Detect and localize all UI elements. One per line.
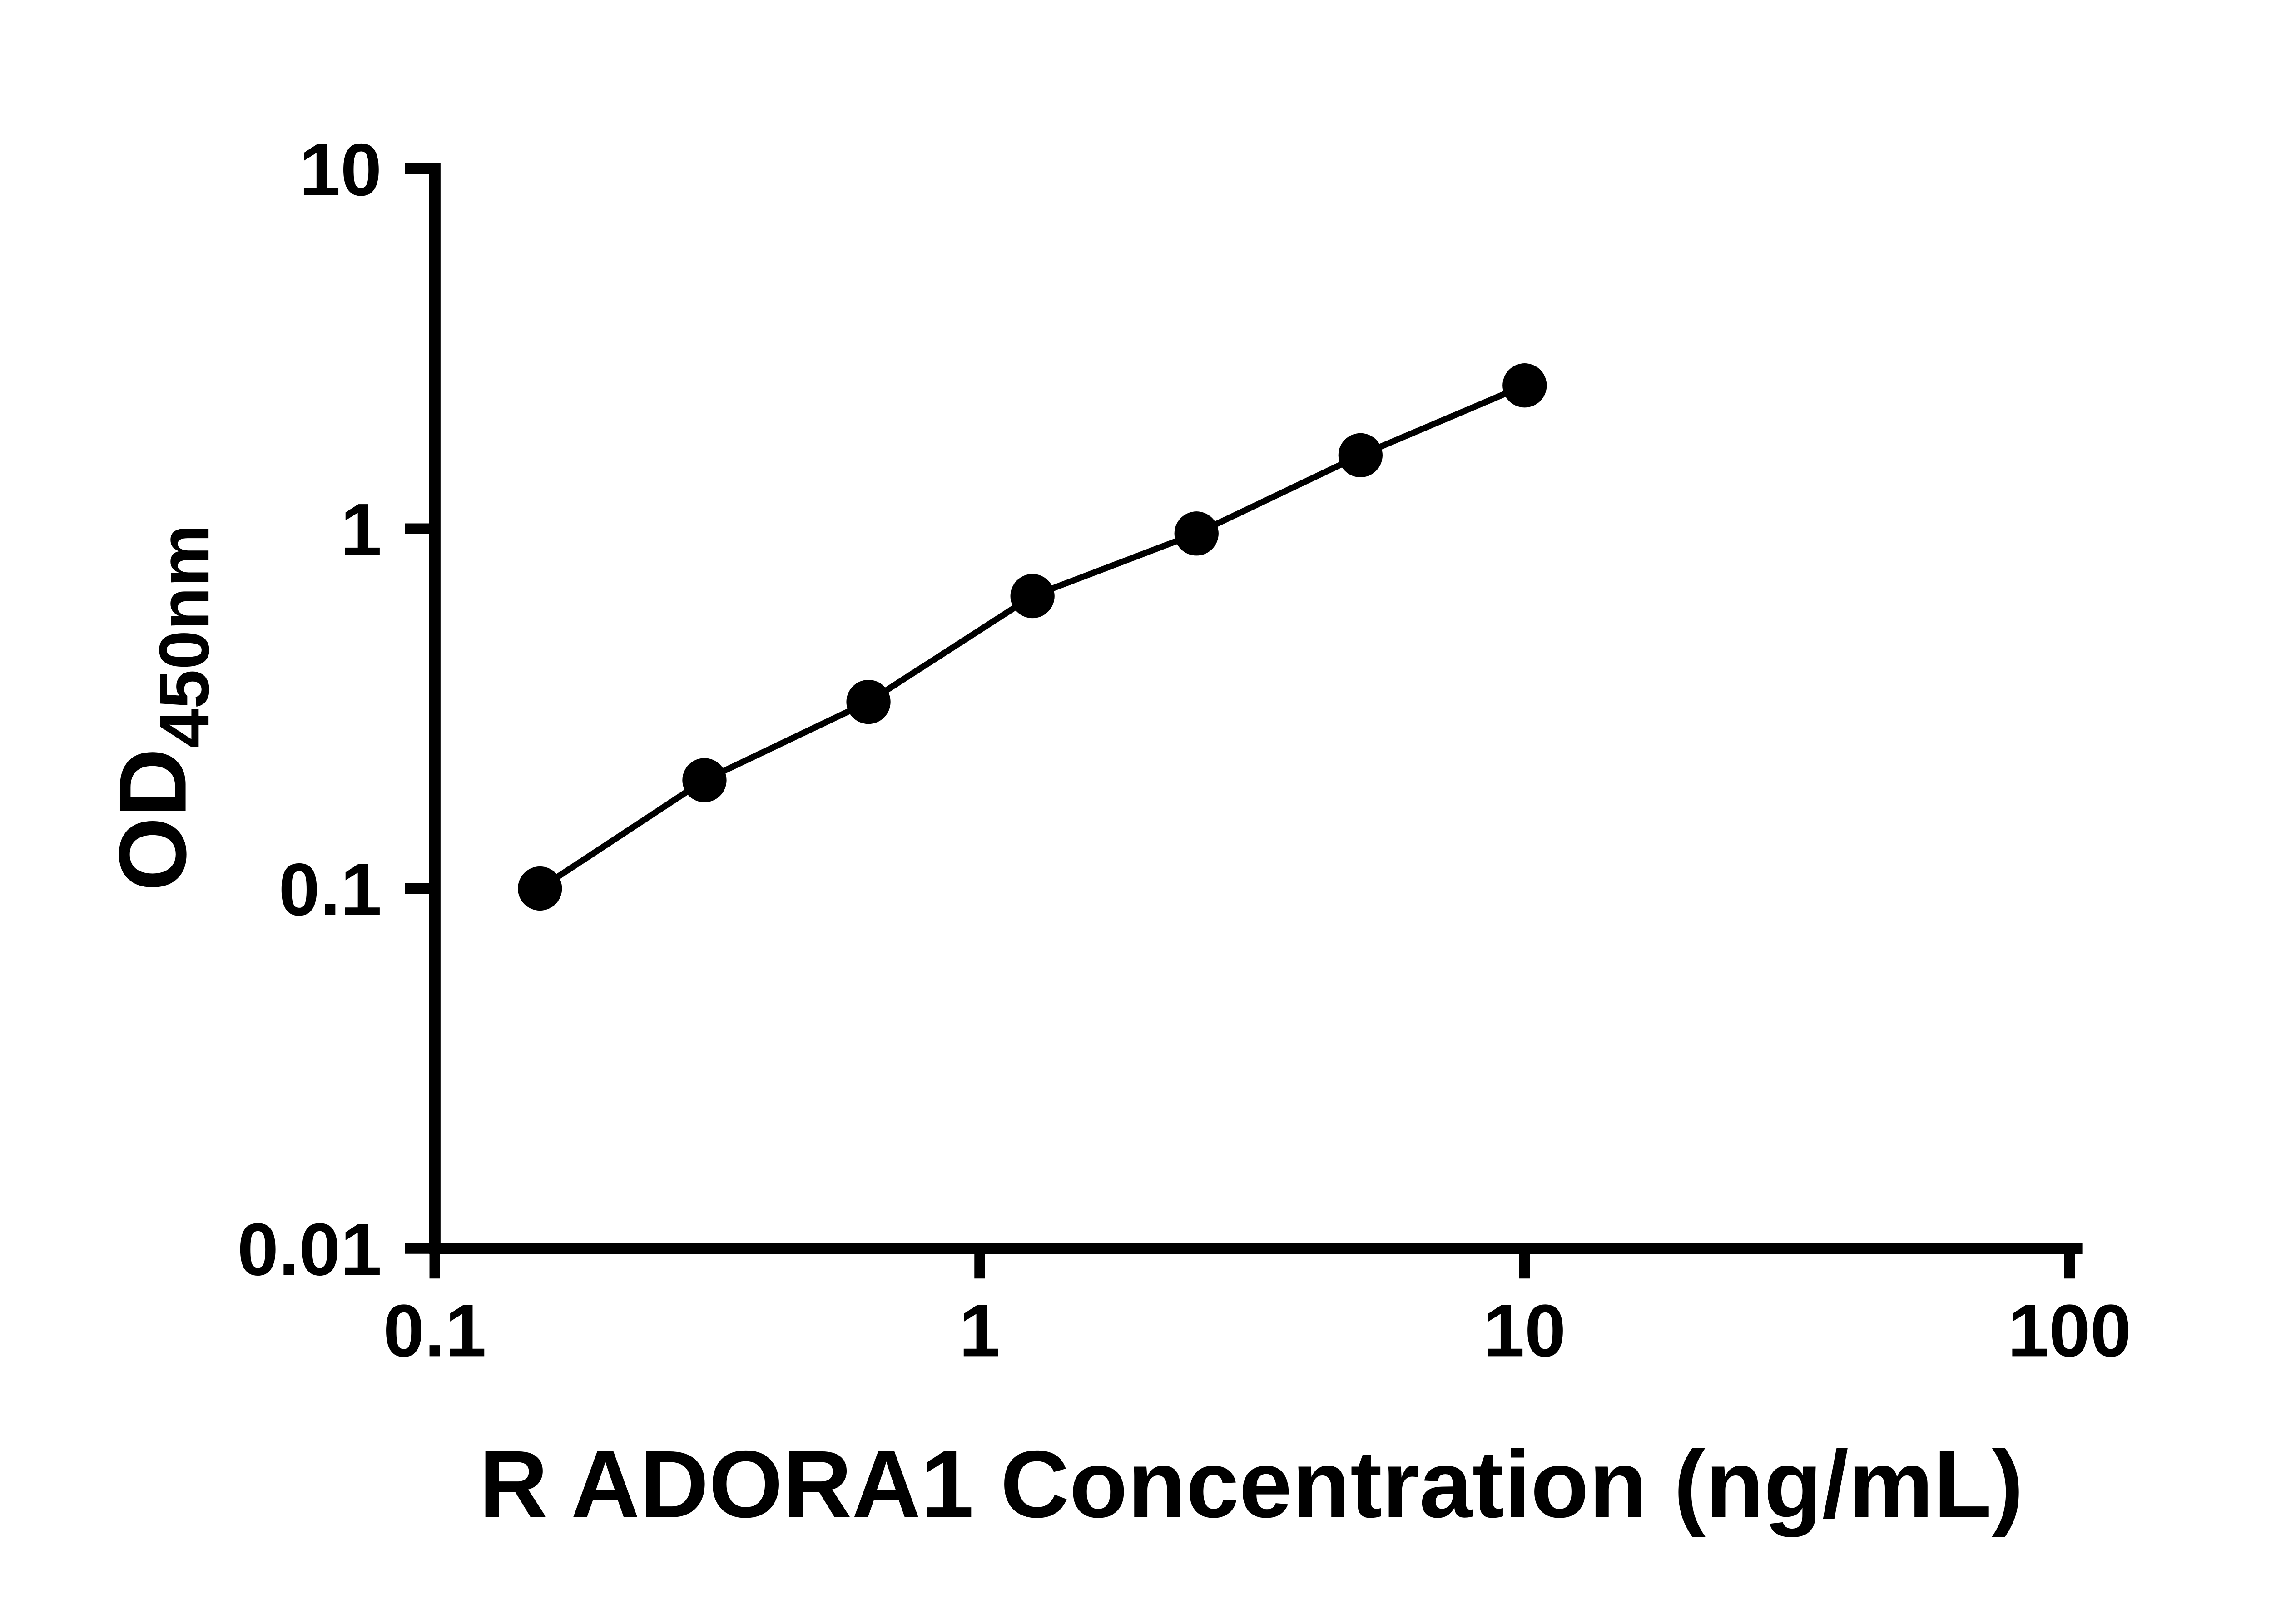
y-axis-title-sub: 450nm [144,524,223,748]
y-ticks: 0.01 0.1 1 10 [237,128,435,1291]
data-point [518,866,562,911]
y-tick-label: 0.1 [278,848,382,931]
data-point [1338,433,1383,478]
series-group [518,363,1547,911]
y-tick-label: 1 [341,488,382,571]
x-tick-label: 10 [1483,1289,1566,1372]
axis-frame [429,163,2083,1254]
y-axis-title-main: OD [99,748,206,891]
x-tick-label: 0.1 [383,1289,486,1372]
y-tick-label: 10 [299,128,382,211]
data-point [682,758,727,802]
x-tick-label: 100 [2008,1289,2132,1372]
data-point [846,679,891,724]
x-axis-title: R ADORA1 Concentration (ng/mL) [479,1431,2024,1538]
y-tick-label: 0.01 [237,1208,382,1291]
data-point [1502,363,1547,408]
x-tick-label: 1 [959,1289,1000,1372]
x-ticks: 0.1 1 10 100 [383,1248,2132,1372]
data-point [1010,574,1055,619]
y-axis-title: OD450nm [99,524,224,891]
data-point [1174,511,1219,556]
